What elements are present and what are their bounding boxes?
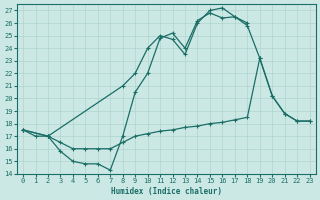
X-axis label: Humidex (Indice chaleur): Humidex (Indice chaleur) xyxy=(111,187,222,196)
